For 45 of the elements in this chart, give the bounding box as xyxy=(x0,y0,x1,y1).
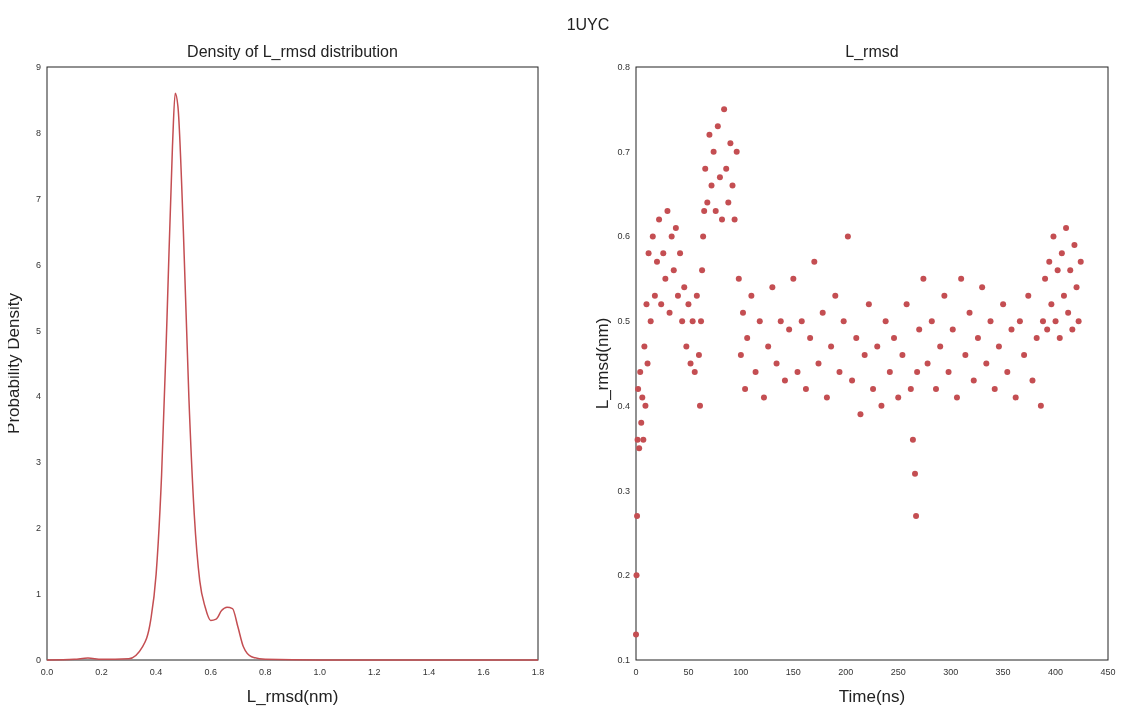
x-tick-label: 0.8 xyxy=(258,667,272,677)
x-axis-title: Time(ns) xyxy=(838,687,906,706)
x-tick-label: 1.0 xyxy=(313,667,327,677)
x-tick-label: 300 xyxy=(943,667,959,677)
y-tick-label: 0.5 xyxy=(617,316,630,327)
x-tick-label: 400 xyxy=(1048,667,1064,677)
y-tick-label: 0.1 xyxy=(617,655,630,665)
y-tick-label: 6 xyxy=(35,259,41,270)
y-tick-label: 9 xyxy=(35,62,41,72)
x-tick-label: 50 xyxy=(683,667,694,677)
x-tick-label: 1.8 xyxy=(531,667,545,677)
y-tick-label: 2 xyxy=(35,523,41,534)
x-tick-label: 0.2 xyxy=(95,667,108,677)
x-tick-label: 1.6 xyxy=(477,667,490,677)
y-tick-label: 0.8 xyxy=(617,62,630,72)
y-tick-label: 5 xyxy=(35,325,41,336)
x-tick-label: 0.0 xyxy=(40,667,54,677)
y-tick-label: 0.2 xyxy=(617,570,630,581)
x-tick-label: 0 xyxy=(633,667,639,677)
y-tick-label: 0.3 xyxy=(617,485,630,496)
x-tick-label: 1.2 xyxy=(368,667,381,677)
y-tick-label: 0.4 xyxy=(617,400,630,411)
x-tick-label: 200 xyxy=(838,667,854,677)
y-tick-label: 7 xyxy=(35,193,41,204)
x-tick-label: 0.4 xyxy=(149,667,163,677)
x-tick-label: 0.6 xyxy=(204,667,217,677)
x-tick-label: 1.4 xyxy=(422,667,436,677)
x-axis-title: L_rmsd(nm) xyxy=(246,687,339,706)
x-tick-label: 100 xyxy=(733,667,749,677)
y-tick-label: 0.6 xyxy=(617,231,630,242)
y-tick-label: 3 xyxy=(35,457,41,468)
line-series xyxy=(46,92,539,661)
y-tick-label: 0.7 xyxy=(617,146,630,157)
y-tick-label: 8 xyxy=(35,127,41,138)
chart-title: L_rmsd xyxy=(845,43,899,61)
text: 1UYC xyxy=(566,16,610,33)
y-tick-label: 0 xyxy=(35,655,41,665)
chart-title: Density of L_rmsd distribution xyxy=(187,43,398,61)
x-tick-label: 150 xyxy=(785,667,801,677)
y-tick-label: 4 xyxy=(35,391,41,402)
x-tick-label: 250 xyxy=(890,667,906,677)
y-axis-title: L_rmsd(nm) xyxy=(593,317,612,410)
x-tick-label: 450 xyxy=(1100,667,1116,677)
y-tick-label: 1 xyxy=(35,589,41,600)
x-tick-label: 350 xyxy=(995,667,1011,677)
